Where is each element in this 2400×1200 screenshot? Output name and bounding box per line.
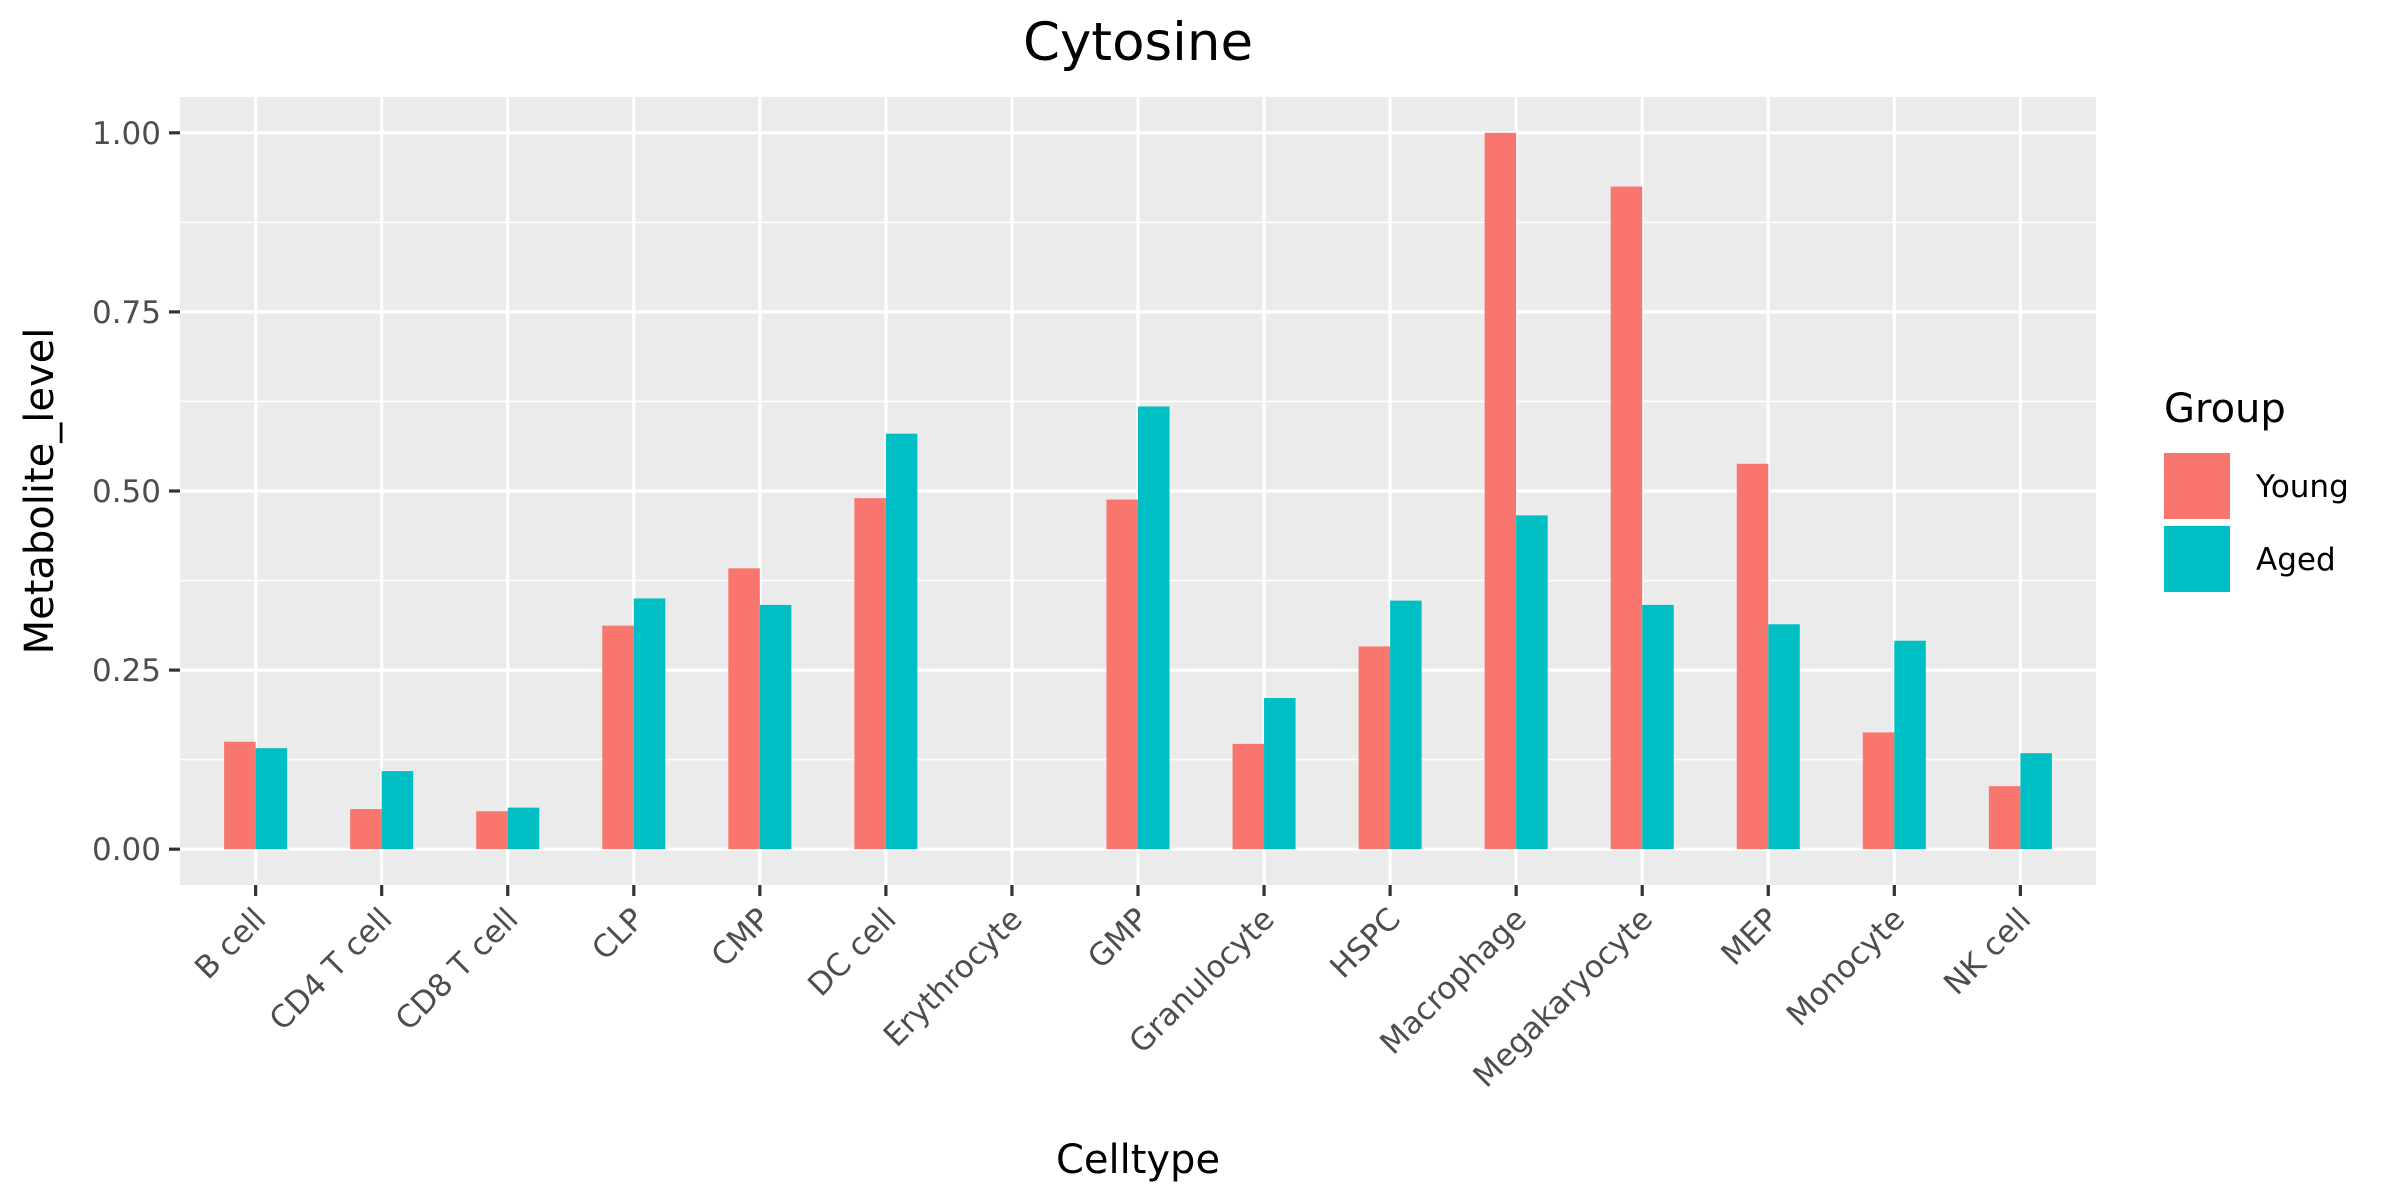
bar-aged — [633, 598, 666, 850]
x-tick-label: CD4 T cell — [263, 901, 400, 1038]
legend-key-aged — [2164, 526, 2230, 592]
bar-aged — [1768, 624, 1800, 850]
bar-young — [1862, 732, 1895, 850]
bar-young — [602, 625, 634, 850]
x-tick-label: CLP — [585, 901, 651, 967]
y-tick-label: 0.50 — [92, 474, 161, 510]
bar-aged — [1264, 698, 1296, 850]
bar-aged — [1138, 406, 1170, 850]
y-tick-label: 0.25 — [92, 653, 161, 689]
bar-young — [224, 741, 256, 850]
legend: Group Young Aged — [2164, 386, 2349, 592]
legend-label-aged: Aged — [2256, 542, 2336, 578]
bar-young — [1358, 646, 1391, 850]
bars — [224, 132, 2052, 850]
bar-young — [854, 498, 886, 850]
x-tick-label: CMP — [705, 901, 778, 974]
bar-aged — [1390, 600, 1422, 850]
x-tick-label: Monocyte — [1780, 901, 1912, 1033]
bar-young — [1484, 132, 1517, 850]
legend-key-young — [2164, 453, 2230, 519]
legend-title: Group — [2164, 386, 2286, 432]
legend-label-young: Young — [2255, 469, 2349, 505]
y-tick-label: 0.00 — [92, 832, 161, 868]
bar-aged — [381, 771, 414, 850]
bar-aged — [1642, 604, 1674, 850]
x-tick-label: GMP — [1081, 901, 1156, 976]
bar-young — [1232, 743, 1265, 850]
bar-young — [1988, 786, 2021, 850]
bar-aged — [1894, 640, 1926, 850]
bar-aged — [759, 604, 792, 850]
x-tick-label: NK cell — [1937, 901, 2038, 1002]
x-tick-label: HSPC — [1323, 901, 1407, 985]
bar-aged — [1516, 515, 1548, 850]
x-tick-label: DC cell — [801, 901, 903, 1003]
x-axis-title: Celltype — [1056, 1137, 1220, 1183]
bar-young — [476, 811, 508, 850]
bar-young — [1736, 463, 1769, 850]
chart-title: Cytosine — [1023, 12, 1253, 73]
x-tick-label: CD8 T cell — [389, 901, 526, 1038]
bar-aged — [2020, 753, 2052, 850]
x-tick-label: MEP — [1714, 901, 1785, 972]
bar-aged — [255, 748, 288, 850]
y-tick-label: 0.75 — [92, 295, 161, 331]
y-tick-label: 1.00 — [92, 116, 161, 152]
bar-young — [1106, 499, 1138, 850]
bar-aged — [885, 433, 918, 850]
bar-young — [1610, 186, 1643, 850]
bar-young — [728, 568, 760, 850]
y-axis-title: Metabolite_level — [17, 328, 63, 655]
bar-young — [350, 809, 382, 850]
x-tick-label: B cell — [188, 901, 273, 986]
bar-aged — [507, 807, 540, 850]
